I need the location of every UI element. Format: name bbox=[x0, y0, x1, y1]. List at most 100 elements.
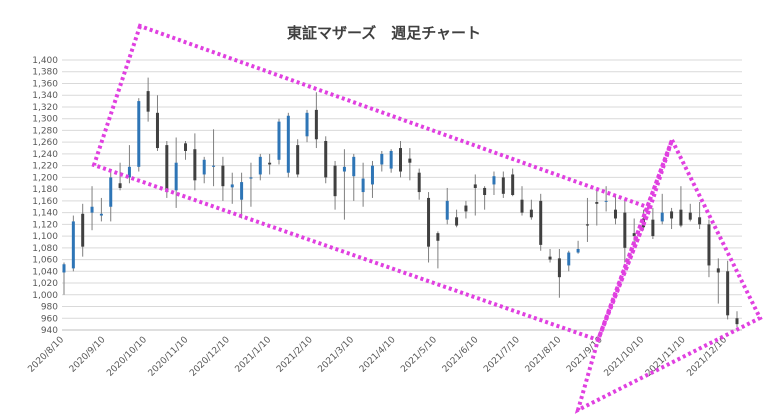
candle-body bbox=[632, 233, 636, 237]
candle-body bbox=[716, 268, 720, 273]
candle-body bbox=[511, 174, 515, 195]
candle bbox=[81, 203, 85, 257]
candle bbox=[90, 186, 94, 231]
y-tick-label: 960 bbox=[41, 314, 58, 324]
candle bbox=[613, 195, 617, 225]
y-tick-label: 1,160 bbox=[32, 197, 58, 207]
candle bbox=[62, 262, 66, 295]
candle bbox=[473, 174, 477, 216]
candle bbox=[127, 145, 131, 184]
candle bbox=[539, 193, 543, 251]
y-tick-label: 980 bbox=[41, 303, 58, 313]
candle-body bbox=[352, 156, 356, 177]
candle-body bbox=[127, 166, 131, 178]
candle bbox=[118, 162, 122, 191]
y-tick-label: 940 bbox=[41, 326, 58, 336]
y-tick-label: 1,140 bbox=[32, 209, 58, 219]
candle bbox=[370, 160, 374, 198]
candle-body bbox=[342, 166, 346, 172]
candle bbox=[333, 160, 337, 210]
candle-body bbox=[529, 209, 533, 218]
candle-body bbox=[230, 184, 234, 188]
candle-body bbox=[445, 200, 449, 220]
candle-body bbox=[389, 150, 393, 169]
x-tick-label: 2020/10/10 bbox=[105, 335, 149, 379]
candle-body bbox=[212, 165, 216, 167]
candle bbox=[427, 192, 431, 263]
candle-body bbox=[464, 205, 468, 212]
candle bbox=[342, 149, 346, 220]
candle bbox=[296, 139, 300, 178]
x-tick-label: 2021/6/10 bbox=[441, 335, 481, 375]
y-tick-label: 1,000 bbox=[32, 291, 58, 301]
candle-body bbox=[455, 217, 459, 226]
candle bbox=[212, 129, 216, 187]
candle bbox=[109, 171, 113, 222]
candle-body bbox=[567, 252, 571, 266]
candle bbox=[520, 186, 524, 216]
candle bbox=[258, 153, 262, 181]
x-tick-label: 2021/12/10 bbox=[685, 335, 729, 379]
candle-body bbox=[735, 318, 739, 325]
candle-body bbox=[651, 219, 655, 237]
candle-body bbox=[726, 271, 730, 316]
candle-body bbox=[370, 165, 374, 185]
candle bbox=[99, 197, 103, 222]
candle-body bbox=[193, 149, 197, 181]
y-tick-label: 1,120 bbox=[32, 220, 58, 230]
candle bbox=[240, 172, 244, 219]
candle bbox=[71, 215, 75, 272]
y-tick-label: 1,020 bbox=[32, 279, 58, 289]
candle-body bbox=[698, 217, 702, 225]
x-tick-label: 2020/11/10 bbox=[147, 335, 191, 379]
candle bbox=[623, 199, 627, 263]
candle bbox=[548, 249, 552, 263]
candle bbox=[529, 199, 533, 220]
candle bbox=[660, 193, 664, 225]
candle-body bbox=[483, 187, 487, 195]
candle-body bbox=[165, 145, 169, 193]
candle bbox=[698, 202, 702, 230]
candle bbox=[324, 136, 328, 184]
candle-body bbox=[268, 162, 272, 165]
candle bbox=[268, 153, 272, 175]
candle-body bbox=[361, 178, 365, 193]
candle bbox=[408, 148, 412, 181]
candle bbox=[436, 231, 440, 269]
y-tick-label: 1,080 bbox=[32, 244, 58, 254]
y-tick-label: 1,320 bbox=[32, 103, 58, 113]
candle-body bbox=[473, 184, 477, 188]
candle-body bbox=[146, 91, 150, 112]
y-tick-label: 1,360 bbox=[32, 79, 58, 89]
candle bbox=[464, 200, 468, 219]
candle bbox=[595, 190, 599, 226]
candle-body bbox=[249, 177, 253, 179]
x-tick-label: 2021/2/10 bbox=[275, 335, 315, 375]
candle bbox=[352, 153, 356, 201]
candle-body bbox=[399, 148, 402, 172]
candle-body bbox=[71, 221, 75, 269]
candle bbox=[184, 141, 188, 160]
x-tick-label: 2021/1/10 bbox=[234, 335, 274, 375]
candle-body bbox=[109, 177, 113, 207]
candle bbox=[576, 240, 580, 254]
y-tick-label: 1,300 bbox=[32, 115, 58, 125]
candle bbox=[651, 207, 655, 240]
x-tick-label: 2020/8/10 bbox=[26, 335, 66, 375]
candle bbox=[670, 207, 674, 230]
candle bbox=[707, 219, 711, 278]
candle bbox=[688, 203, 692, 222]
candle-body bbox=[296, 145, 300, 175]
x-tick-label: 2020/12/10 bbox=[188, 335, 232, 379]
candle bbox=[735, 311, 739, 328]
candle-body bbox=[670, 211, 674, 219]
candle bbox=[230, 172, 234, 204]
y-tick-label: 1,240 bbox=[32, 150, 58, 160]
candle bbox=[567, 250, 571, 272]
x-axis-ticks: 2020/8/10 2020/9/102020/10/102020/11/1020… bbox=[26, 335, 729, 379]
candle-body bbox=[258, 156, 262, 175]
x-tick-label: 2021/10/10 bbox=[602, 335, 646, 379]
candle bbox=[501, 171, 505, 198]
